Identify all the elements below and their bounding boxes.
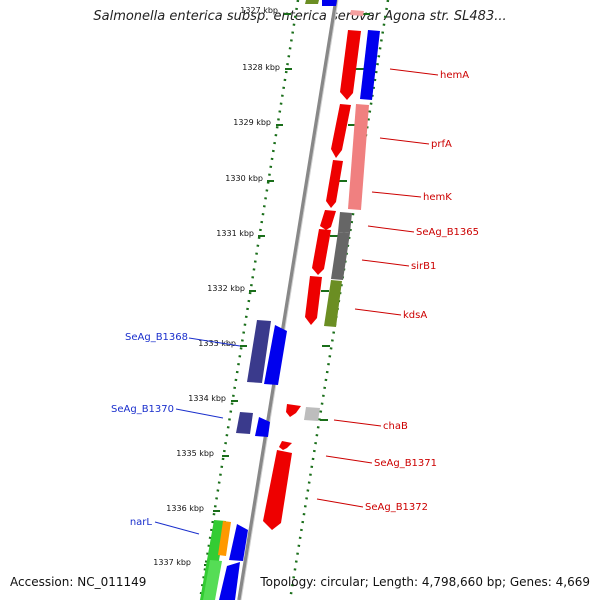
reverse-track (200, 320, 287, 600)
gene-prfA-cds[interactable] (331, 104, 351, 158)
gene-narL-blue[interactable] (229, 524, 248, 561)
gene-narL[interactable] (218, 521, 231, 556)
label-hemA[interactable]: hemA (440, 70, 469, 81)
label-narL[interactable]: narL (130, 517, 153, 528)
gene-hemA-cds[interactable] (340, 30, 361, 100)
gene-prfA[interactable] (348, 104, 369, 210)
tick-label: 1336 kbp (166, 504, 204, 513)
gene-partial-top-3 (350, 10, 364, 16)
label-SeAg_B1370[interactable]: SeAg_B1370 (111, 404, 174, 415)
gene-sirB1-cds[interactable] (312, 229, 331, 275)
tick-label: 1330 kbp (225, 174, 263, 183)
gene-hemK[interactable] (326, 160, 343, 208)
gene-SeAg_B1370[interactable] (255, 417, 270, 437)
tick-label: 1335 kbp (176, 449, 214, 458)
label-hemK[interactable]: hemK (423, 192, 452, 203)
tick-label: 1329 kbp (233, 118, 271, 127)
gene-SeAg_B1371[interactable] (279, 441, 292, 450)
tick-label: 1331 kbp (216, 229, 254, 238)
gene-hemA[interactable] (360, 30, 380, 100)
label-SeAg_B1371[interactable]: SeAg_B1371 (374, 458, 437, 469)
forward-track (263, 0, 380, 530)
topology-text: Topology: circular; Length: 4,798,660 bp… (260, 575, 590, 589)
gene-SeAg_B1365-cds[interactable] (320, 210, 336, 230)
label-SeAg_B1372[interactable]: SeAg_B1372 (365, 502, 428, 513)
gene-partial-top (322, 0, 337, 6)
label-prfA[interactable]: prfA (431, 139, 452, 150)
gene-kdsA-cds[interactable] (305, 276, 322, 325)
label-SeAg_B1365[interactable]: SeAg_B1365 (416, 227, 479, 238)
gene-sirB1[interactable] (331, 232, 350, 280)
tick-label: 1333 kbp (198, 339, 236, 348)
gene-SeAg_B1368-cds[interactable] (247, 320, 271, 383)
gene-kdsA[interactable] (324, 280, 342, 327)
tick-label: 1332 kbp (207, 284, 245, 293)
label-SeAg_B1368[interactable]: SeAg_B1368 (125, 332, 188, 343)
label-kdsA[interactable]: kdsA (403, 310, 427, 321)
guide-lines (198, 0, 390, 600)
tick-label: 1328 kbp (242, 63, 280, 72)
map-title: Salmonella enterica subsp. enterica sero… (93, 9, 507, 24)
label-sirB1[interactable]: sirB1 (411, 261, 436, 272)
tick-label: 1327 kbp (240, 6, 278, 15)
gene-SeAg_B1372[interactable] (263, 450, 292, 530)
gene-next-blue[interactable] (219, 562, 240, 600)
gene-partial-top-2 (305, 0, 319, 4)
tick-label: 1334 kbp (188, 394, 226, 403)
gene-chaB[interactable] (304, 407, 320, 421)
gene-chaB-cds[interactable] (286, 404, 301, 417)
gene-SeAg_B1368[interactable] (264, 325, 287, 385)
gene-SeAg_B1365[interactable] (338, 212, 352, 233)
gene-SeAg_B1370-cds[interactable] (236, 412, 253, 434)
accession-text: Accession: NC_011149 (10, 575, 147, 589)
tick-label: 1337 kbp (153, 558, 191, 567)
gene-next-green[interactable] (203, 560, 222, 600)
backbone (237, 0, 338, 600)
label-chaB[interactable]: chaB (383, 421, 408, 432)
